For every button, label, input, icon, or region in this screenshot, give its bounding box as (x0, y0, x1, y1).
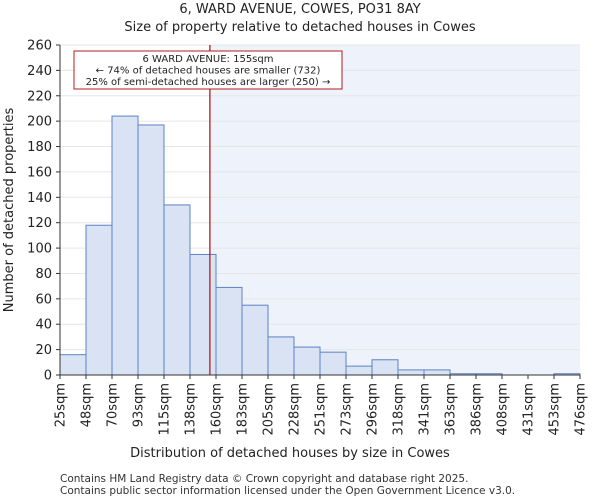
x-tick-label: 363sqm (444, 383, 459, 436)
histogram-bar (397, 369, 425, 376)
histogram-bar (293, 346, 321, 376)
x-tick-label: 115sqm (158, 383, 173, 436)
larger-region-shade (209, 45, 580, 375)
x-tick-label: 183sqm (236, 383, 251, 436)
y-axis-title: Number of detached properties (2, 108, 17, 313)
y-tick-label: 260 (27, 39, 52, 54)
histogram-bar (85, 224, 113, 376)
y-tick-label: 20 (35, 343, 52, 358)
x-tick-label: 341sqm (418, 383, 433, 436)
histogram-bar (423, 369, 451, 376)
histogram-bar (189, 253, 217, 376)
histogram-bar (345, 365, 373, 376)
x-tick-label: 296sqm (366, 383, 381, 436)
x-tick-label: 25sqm (54, 383, 69, 427)
y-tick-label: 180 (27, 140, 52, 155)
chart-title: 6, WARD AVENUE, COWES, PO31 8AY (179, 2, 421, 17)
footer-line-2: Contains public sector information licen… (60, 485, 516, 497)
x-tick-label: 408sqm (496, 383, 511, 436)
x-tick-label: 251sqm (314, 383, 329, 436)
histogram-bar (163, 204, 191, 376)
x-tick-label: 386sqm (470, 383, 485, 436)
y-tick-label: 120 (27, 216, 52, 231)
y-tick-label: 0 (44, 369, 52, 384)
histogram-bar (137, 124, 165, 376)
annotation-line: ← 74% of detached houses are smaller (73… (96, 66, 321, 77)
x-tick-label: 431sqm (522, 383, 537, 436)
footer-line-1: Contains HM Land Registry data © Crown c… (60, 473, 469, 485)
x-axis-title: Distribution of detached houses by size … (130, 446, 450, 461)
annotation-line: 25% of semi-detached houses are larger (… (86, 77, 331, 88)
histogram-bar (111, 115, 139, 376)
x-tick-label: 48sqm (80, 383, 95, 427)
x-tick-label: 205sqm (262, 383, 277, 436)
x-tick-label: 70sqm (106, 383, 121, 427)
y-tick-label: 60 (35, 292, 52, 307)
x-tick-label: 228sqm (288, 383, 303, 436)
annotation-line: 6 WARD AVENUE: 155sqm (143, 54, 274, 65)
chart-subtitle: Size of property relative to detached ho… (124, 20, 476, 35)
histogram-bar (241, 304, 269, 376)
y-tick-label: 40 (35, 318, 52, 333)
x-tick-label: 476sqm (574, 383, 589, 436)
y-tick-label: 100 (27, 242, 52, 257)
histogram-bar (371, 359, 399, 376)
y-tick-label: 220 (27, 89, 52, 104)
x-tick-label: 138sqm (184, 383, 199, 436)
histogram-bar (59, 354, 87, 376)
histogram-bar (319, 351, 347, 376)
x-tick-label: 93sqm (132, 383, 147, 427)
x-tick-label: 453sqm (548, 383, 563, 436)
histogram-bar (215, 286, 243, 376)
annotation-box (73, 50, 343, 90)
y-tick-label: 140 (27, 191, 52, 206)
x-tick-label: 318sqm (392, 383, 407, 436)
y-tick-label: 160 (27, 165, 52, 180)
x-tick-label: 273sqm (340, 383, 355, 436)
y-tick-label: 200 (27, 115, 52, 130)
x-tick-label: 160sqm (210, 383, 225, 436)
y-tick-label: 240 (27, 64, 52, 79)
histogram-bar (267, 336, 295, 376)
y-tick-label: 80 (35, 267, 52, 282)
